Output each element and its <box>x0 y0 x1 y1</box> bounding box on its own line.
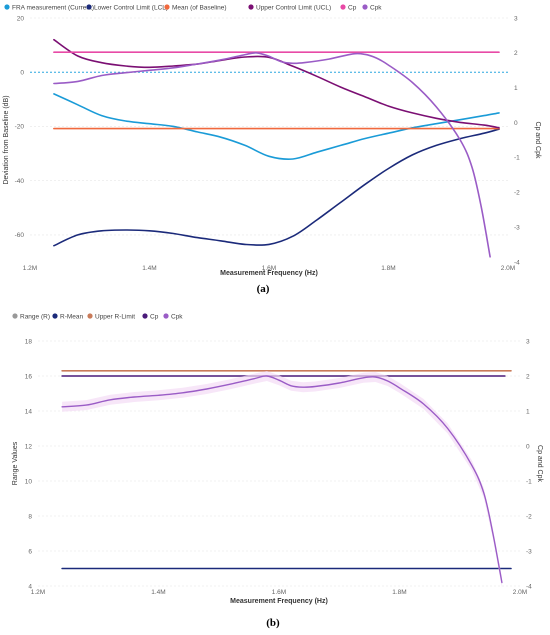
series-line-cpk <box>53 52 491 258</box>
chart-panel-a: 20 0 -20 -40 -60 3 2 1 0 -1 -2 -3 -4 1.2M 1.4M 1.6M 1.8M… <box>3 4 541 295</box>
legend-marker <box>86 4 92 10</box>
legend-marker <box>87 313 93 319</box>
legend-entry: Upper R-Limit <box>95 313 135 320</box>
legend-marker <box>362 4 368 10</box>
legend-marker <box>142 313 148 319</box>
y-tick-label: 14 <box>25 408 33 415</box>
y-tick-label: -40 <box>15 178 25 185</box>
x-tick-label: 2.0M <box>501 265 515 272</box>
series-line-cpk <box>61 375 503 584</box>
y-tick-label: 6 <box>28 548 32 555</box>
legend-entry: FRA measurement (Current) <box>12 4 94 11</box>
legend-marker <box>12 313 18 319</box>
y2-tick-label: -1 <box>514 155 520 162</box>
x-tick-label: 1.8M <box>392 589 406 596</box>
legend-entry: R-Mean <box>60 313 84 320</box>
legend-entry: Lower Control Limit (LCL) <box>94 4 168 11</box>
x-tick-label: 1.2M <box>31 589 45 596</box>
y-axis-title: Range Values <box>12 441 19 485</box>
y-tick-label: 20 <box>17 15 25 22</box>
y2-axis-title: Cp and Cpk <box>534 122 541 159</box>
legend-marker <box>52 313 58 319</box>
y-tick-label: -60 <box>15 232 25 239</box>
y-tick-label: 8 <box>28 513 32 520</box>
y2-tick-label: -3 <box>526 548 532 555</box>
legend-marker <box>340 4 346 10</box>
y-axis-title: Deviation from Baseline (dB) <box>3 95 10 184</box>
x-tick-label: 1.4M <box>142 265 156 272</box>
y-tick-label: 16 <box>25 373 33 380</box>
y2-tick-label: -4 <box>514 259 520 266</box>
x-tick-label: 1.6M <box>262 265 276 272</box>
y2-tick-label: 3 <box>526 338 530 345</box>
legend-entry: Upper Control Limit (UCL) <box>256 4 331 11</box>
series-line-lower-control-limit-lcl- <box>53 128 500 247</box>
y2-tick-label: 0 <box>526 443 530 450</box>
y2-tick-label: 1 <box>514 85 518 92</box>
legend-entry: Cpk <box>171 313 183 320</box>
series-line-fra-measurement-current- <box>53 93 500 160</box>
legend-entry: Cp <box>150 313 159 320</box>
x-tick-label: 1.2M <box>23 265 37 272</box>
y-tick-label: 10 <box>25 478 33 485</box>
panel-caption: (b) <box>266 617 280 629</box>
x-tick-label: 1.6M <box>272 589 286 596</box>
legend-entry: Cpk <box>370 4 382 11</box>
legend-entry: Mean (of Baseline) <box>172 4 227 11</box>
y2-axis-title: Cp and Cpk <box>536 445 543 482</box>
x-tick-label: 1.4M <box>151 589 165 596</box>
y-tick-label: -20 <box>15 124 25 131</box>
y-tick-label: 12 <box>25 443 33 450</box>
y-tick-label: 0 <box>20 70 24 77</box>
y2-tick-label: -3 <box>514 224 520 231</box>
y-tick-label: 4 <box>28 583 32 590</box>
legend-entry: Range (R) <box>20 313 50 320</box>
series-band-cpk <box>62 371 502 588</box>
legend-marker <box>248 4 254 10</box>
y2-tick-label: 2 <box>526 373 530 380</box>
y2-tick-label: 2 <box>514 50 518 57</box>
x-axis-title: Measurement Frequency (Hz) <box>230 598 328 605</box>
legend-marker <box>164 4 170 10</box>
panel-caption: (a) <box>257 283 270 295</box>
y2-tick-label: -1 <box>526 478 532 485</box>
x-axis-title: Measurement Frequency (Hz) <box>220 270 318 277</box>
x-tick-label: 1.8M <box>381 265 395 272</box>
legend-marker <box>163 313 169 319</box>
x-tick-label: 2.0M <box>513 589 527 596</box>
y2-tick-label: -2 <box>514 190 520 197</box>
y2-tick-label: -4 <box>526 583 532 590</box>
legend-marker <box>4 4 10 10</box>
y2-tick-label: -2 <box>526 513 532 520</box>
y-tick-label: 18 <box>25 338 33 345</box>
y2-tick-label: 3 <box>514 15 518 22</box>
legend-entry: Cp <box>348 4 357 11</box>
y2-tick-label: 0 <box>514 120 518 127</box>
y2-tick-label: 1 <box>526 408 530 415</box>
